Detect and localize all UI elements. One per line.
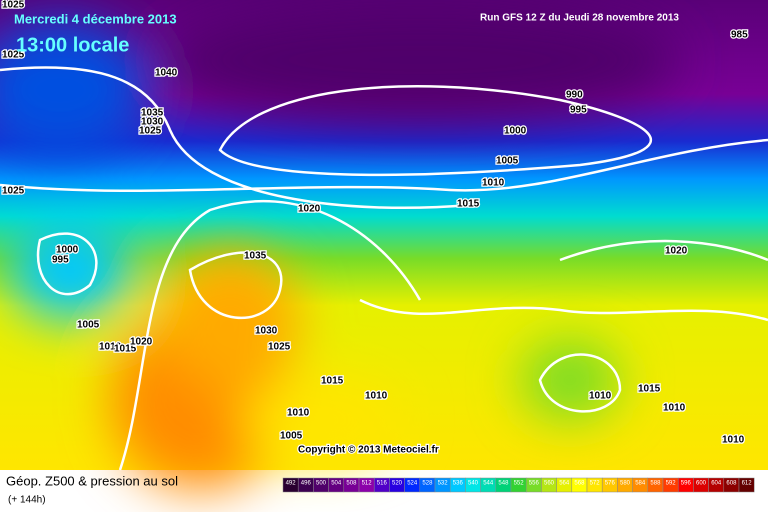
isobar: [188, 251, 283, 320]
isobar-label: 1030: [255, 326, 278, 337]
isobar-labels: 1025102510401035103010251025100099510051…: [1, 0, 750, 447]
isobar-label: 1025: [2, 186, 25, 197]
isobar-label: 995: [52, 255, 69, 266]
footer-title: Géop. Z500 & pression au sol: [6, 473, 178, 488]
isobar-label: 1035: [141, 108, 164, 119]
isobar-label: 1010: [722, 435, 745, 446]
isobar: [218, 84, 653, 177]
isobar-label: 1035: [244, 251, 267, 262]
isobar-label: 1015: [114, 344, 137, 355]
legend-label: 588: [650, 481, 661, 487]
forecast-date: Mercredi 4 décembre 2013: [14, 11, 177, 26]
isobar-label: 1005: [280, 431, 303, 442]
copyright: Copyright © 2013 Meteociel.fr: [298, 445, 439, 456]
isobar-label: 1020: [298, 204, 321, 215]
isobar-label: 1005: [77, 320, 100, 331]
isobar: [118, 200, 422, 471]
legend-label: 536: [453, 481, 464, 487]
legend-label: 568: [574, 481, 585, 487]
run-info: Run GFS 12 Z du Jeudi 28 novembre 2013: [480, 13, 679, 24]
legend-label: 584: [635, 481, 646, 487]
legend-label: 604: [711, 481, 722, 487]
legend-label: 564: [559, 481, 570, 487]
isobar-label: 990: [566, 90, 583, 101]
isobar-label: 1010: [663, 403, 686, 414]
isobar-label: 1025: [2, 50, 25, 61]
legend-label: 580: [620, 481, 631, 487]
legend-label: 492: [286, 481, 297, 487]
legend-label: 572: [590, 481, 601, 487]
color-legend: 492 496 500 504 508 512 516 520 524 528 532 536 540 5…: [282, 477, 755, 493]
legend-label: 576: [605, 481, 616, 487]
isobar-label: 1000: [56, 245, 79, 256]
isobar-label: 1010: [99, 342, 122, 353]
legend-label: 552: [514, 481, 525, 487]
legend-label: 608: [726, 481, 737, 487]
isobar-label: 1010: [589, 391, 612, 402]
isobar: [0, 66, 471, 209]
isobar-label: 1015: [638, 384, 661, 395]
legend-label: 496: [301, 481, 312, 487]
legend-label: 560: [544, 481, 555, 487]
isobar-label: 1020: [130, 337, 153, 348]
legend-label: 508: [346, 481, 357, 487]
legend-label: 548: [498, 481, 509, 487]
legend-label: 516: [377, 481, 388, 487]
legend-label: 540: [468, 481, 479, 487]
isobar: [559, 239, 768, 262]
legend-label: 500: [316, 481, 327, 487]
legend-label: 524: [407, 481, 418, 487]
isobar-label: 1010: [482, 178, 505, 189]
isobar: [359, 298, 768, 322]
isobar-label: 1010: [287, 408, 310, 419]
legend-label: 504: [331, 481, 342, 487]
isobar-label: 1025: [2, 0, 25, 11]
isobar: [0, 138, 768, 193]
isobar-label: 1015: [321, 376, 344, 387]
legend-label: 520: [392, 481, 403, 487]
isobar: [36, 232, 98, 296]
forecast-time: 13:00 locale: [16, 34, 129, 56]
isobar: [538, 353, 622, 413]
legend-label: 532: [438, 481, 449, 487]
legend-label: 612: [742, 481, 753, 487]
isobars: [0, 66, 768, 471]
legend-label: 544: [483, 481, 494, 487]
isobar-label: 1025: [139, 126, 162, 137]
legend-label: 512: [362, 481, 373, 487]
footer-subtitle: (+ 144h): [8, 495, 46, 506]
legend-swatch: [738, 477, 755, 493]
isobar-label: 1005: [496, 156, 519, 167]
isobar-label: 995: [570, 105, 587, 116]
isobar-label: 985: [731, 30, 748, 41]
isobar-label: 1030: [141, 117, 164, 128]
isobar-label: 1040: [155, 68, 178, 79]
legend-label: 556: [529, 481, 540, 487]
legend-label: 528: [422, 481, 433, 487]
legend-label: 596: [681, 481, 692, 487]
legend-label: 592: [666, 481, 677, 487]
isobar-label: 1025: [268, 342, 291, 353]
isobar-label: 1015: [457, 199, 480, 210]
isobar-label: 1000: [504, 126, 527, 137]
isobar-label: 1020: [665, 246, 688, 257]
isobar-label: 1010: [365, 391, 388, 402]
legend-label: 600: [696, 481, 707, 487]
